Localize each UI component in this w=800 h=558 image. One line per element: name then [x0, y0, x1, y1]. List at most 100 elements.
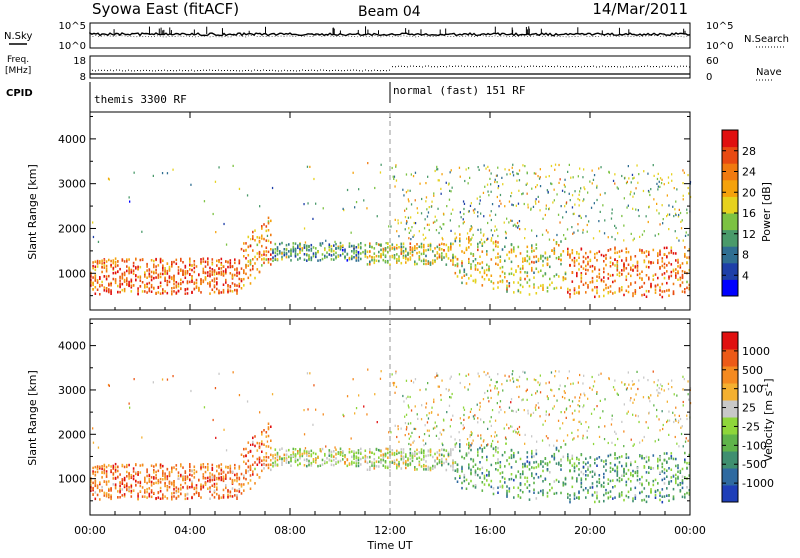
- velocity-cell: [281, 447, 283, 450]
- power-cell: [682, 182, 684, 185]
- velocity-cell: [203, 406, 206, 409]
- velocity-cell: [553, 405, 555, 408]
- colorbar-segment: [722, 179, 738, 197]
- power-cell: [382, 249, 385, 252]
- velocity-cell: [442, 443, 444, 447]
- power-cell: [546, 256, 549, 260]
- velocity-cell: [591, 470, 594, 473]
- power-cell: [648, 276, 650, 279]
- velocity-cell: [513, 451, 515, 455]
- power-cell: [203, 200, 206, 203]
- power-cell: [667, 181, 670, 184]
- velocity-cell: [560, 464, 562, 467]
- velocity-cell: [686, 414, 688, 417]
- velocity-cell: [550, 371, 553, 374]
- velocity-cell: [541, 439, 544, 442]
- power-cell: [119, 290, 121, 294]
- power-cell: [598, 167, 600, 170]
- power-cell: [603, 288, 605, 292]
- power-cell: [572, 212, 574, 216]
- velocity-cell: [643, 466, 646, 469]
- power-cell: [461, 281, 463, 285]
- power-cell: [317, 250, 319, 254]
- velocity-cell: [582, 488, 585, 492]
- power-cell: [626, 180, 628, 183]
- velocity-cell: [526, 455, 529, 459]
- power-cell: [463, 251, 466, 254]
- velocity-cell: [591, 493, 594, 497]
- velocity-cell: [267, 445, 270, 448]
- velocity-cell: [492, 439, 494, 443]
- velocity-cell: [679, 489, 682, 492]
- velocity-cell: [139, 464, 142, 467]
- power-cell: [94, 279, 97, 282]
- velocity-cell: [306, 459, 308, 462]
- power-cell: [517, 265, 520, 268]
- velocity-cell: [297, 463, 299, 467]
- velocity-cell: [428, 412, 430, 415]
- power-cell: [417, 211, 419, 214]
- power-cell: [126, 258, 128, 261]
- power-cell: [594, 267, 596, 271]
- power-cell: [459, 233, 461, 236]
- power-cell: [153, 271, 155, 275]
- velocity-cell: [303, 452, 306, 455]
- velocity-cell: [294, 457, 297, 461]
- velocity-cell: [270, 468, 272, 472]
- power-cell: [675, 274, 677, 278]
- velocity-cell: [378, 465, 380, 468]
- power-cell: [258, 255, 261, 259]
- velocity-cell: [598, 373, 600, 376]
- power-cell: [162, 291, 164, 295]
- power-cell: [112, 271, 115, 275]
- power-cell: [276, 246, 279, 249]
- power-cell: [99, 277, 101, 280]
- power-cell: [423, 249, 425, 252]
- power-cell: [114, 257, 117, 260]
- power-cell: [684, 255, 686, 258]
- power-cell: [236, 288, 238, 292]
- power-cell: [373, 252, 376, 255]
- velocity-cell: [186, 477, 189, 480]
- velocity-cell: [238, 483, 241, 486]
- velocity-cell: [637, 387, 639, 391]
- velocity-cell: [310, 453, 313, 456]
- velocity-cell: [313, 384, 315, 387]
- power-cell: [146, 282, 148, 286]
- power-cell: [425, 249, 427, 252]
- velocity-cell: [141, 436, 143, 439]
- velocity-cell: [157, 469, 160, 473]
- velocity-cell: [678, 419, 680, 422]
- power-cell: [625, 267, 628, 270]
- power-cell: [600, 278, 603, 282]
- velocity-cell: [418, 463, 421, 467]
- velocity-cell: [175, 489, 178, 493]
- power-cell: [659, 266, 661, 269]
- power-cell: [611, 212, 613, 215]
- power-cell: [526, 245, 529, 249]
- power-cell: [668, 261, 670, 265]
- power-cell: [238, 282, 241, 286]
- power-cell: [450, 242, 452, 245]
- power-cell: [459, 239, 461, 243]
- velocity-cell: [571, 454, 574, 458]
- power-cell: [101, 284, 103, 287]
- velocity-cell: [376, 421, 378, 424]
- velocity-cell: [568, 370, 570, 373]
- velocity-cell: [218, 476, 220, 480]
- velocity-cell: [589, 386, 591, 389]
- velocity-cell: [441, 460, 443, 464]
- power-cell: [571, 206, 574, 209]
- power-cell: [501, 279, 504, 282]
- velocity-cell: [427, 382, 429, 385]
- power-cell: [471, 236, 473, 239]
- power-cell: [537, 270, 540, 274]
- velocity-cell: [114, 466, 117, 469]
- velocity-cell: [246, 400, 249, 403]
- power-cell: [559, 178, 561, 181]
- velocity-cell: [636, 470, 639, 473]
- power-cell: [173, 260, 175, 264]
- power-cell: [261, 258, 263, 261]
- power-cell: [454, 237, 457, 241]
- velocity-cell: [499, 472, 502, 475]
